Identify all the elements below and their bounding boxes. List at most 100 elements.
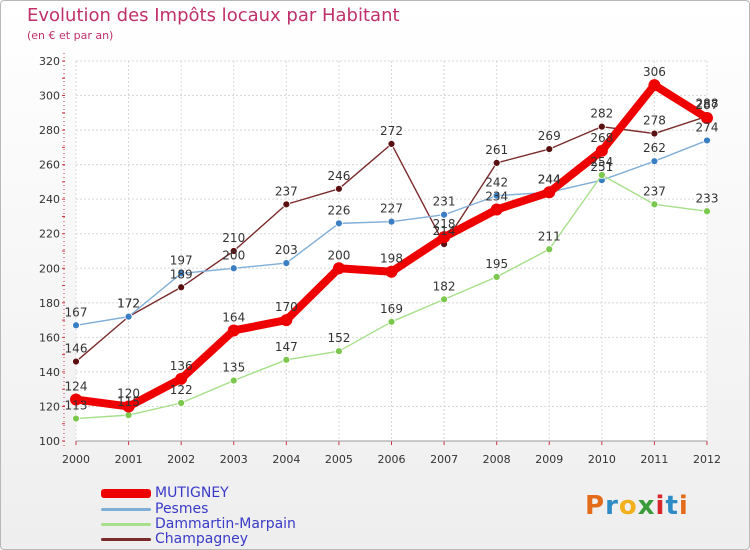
logo-letter: i — [678, 491, 689, 521]
legend-label-mutigney: MUTIGNEY — [155, 485, 229, 501]
x-tick-label: 2005 — [325, 453, 353, 466]
data-point-pesmes — [650, 157, 659, 166]
data-label-mutigney: 268 — [590, 131, 613, 145]
data-label-mutigney: 124 — [65, 380, 88, 394]
data-label-champagney: 272 — [380, 124, 403, 138]
data-label-champagney: 146 — [65, 342, 88, 356]
data-point-dammartin-marpain — [650, 200, 659, 209]
logo-letter: o — [618, 491, 638, 521]
x-tick-label: 2003 — [220, 453, 248, 466]
data-point-champagney — [229, 247, 238, 255]
logo-letter: t — [665, 491, 679, 521]
data-label-pesmes: 200 — [222, 248, 245, 262]
data-label-mutigney: 244 — [538, 172, 561, 186]
data-label-dammartin-marpain: 237 — [643, 184, 666, 198]
legend-item-champagney: Champagney — [101, 531, 248, 547]
data-point-pesmes — [440, 210, 448, 219]
data-point-mutigney — [438, 231, 451, 244]
data-point-dammartin-marpain — [597, 171, 606, 179]
y-tick-label: 100 — [39, 435, 60, 448]
data-label-mutigney: 170 — [275, 300, 298, 314]
data-label-dammartin-marpain: 211 — [538, 229, 561, 243]
data-point-champagney — [492, 159, 501, 167]
data-point-dammartin-marpain — [124, 411, 133, 419]
data-label-pesmes: 172 — [117, 297, 140, 311]
data-label-pesmes: 251 — [590, 160, 613, 174]
data-point-mutigney — [701, 112, 713, 124]
y-tick-label: 140 — [39, 366, 60, 379]
data-label-dammartin-marpain: 113 — [65, 399, 88, 413]
data-point-dammartin-marpain — [387, 317, 396, 326]
data-label-pesmes: 274 — [696, 120, 719, 134]
data-label-mutigney: 120 — [117, 386, 140, 400]
data-label-dammartin-marpain: 152 — [327, 331, 350, 345]
data-label-dammartin-marpain: 147 — [275, 340, 298, 354]
data-point-pesmes — [335, 219, 343, 228]
data-label-pesmes: 242 — [485, 176, 508, 190]
data-label-dammartin-marpain: 135 — [222, 361, 245, 375]
y-tick-label: 320 — [39, 55, 60, 68]
data-point-pesmes — [72, 321, 80, 330]
x-tick-label: 2007 — [430, 453, 458, 466]
data-point-mutigney — [227, 324, 240, 337]
data-point-mutigney — [543, 186, 556, 199]
chart-title: Evolution des Impôts locaux par Habitant — [27, 5, 400, 26]
data-label-dammartin-marpain: 233 — [696, 191, 719, 205]
data-label-champagney: 261 — [485, 143, 508, 157]
data-label-dammartin-marpain: 122 — [170, 383, 193, 397]
chart-subtitle: (en € et par an) — [27, 29, 114, 42]
legend-item-dammartin-marpain: Dammartin-Marpain — [101, 516, 296, 532]
data-point-champagney — [545, 145, 554, 153]
data-point-mutigney — [490, 203, 503, 216]
x-tick-label: 2004 — [272, 453, 300, 466]
data-label-champagney: 278 — [643, 114, 666, 128]
y-tick-label: 240 — [39, 193, 60, 206]
data-point-dammartin-marpain — [229, 376, 238, 385]
data-point-champagney — [597, 122, 606, 131]
legend-item-mutigney: MUTIGNEY — [101, 485, 229, 501]
legend-swatch-mutigney — [101, 488, 151, 498]
data-label-champagney: 288 — [696, 96, 719, 110]
data-label-pesmes: 262 — [643, 141, 666, 155]
y-tick-label: 200 — [39, 262, 60, 275]
data-label-champagney: 210 — [222, 231, 245, 245]
data-label-champagney: 282 — [590, 107, 613, 121]
data-label-mutigney: 136 — [170, 359, 193, 373]
y-tick-label: 300 — [39, 90, 60, 103]
x-tick-label: 2008 — [483, 453, 511, 466]
data-point-mutigney — [595, 144, 608, 157]
x-tick-label: 2012 — [693, 453, 721, 466]
data-label-pesmes: 231 — [433, 195, 456, 209]
data-point-dammartin-marpain — [335, 347, 343, 356]
data-point-dammartin-marpain — [440, 295, 448, 304]
data-point-mutigney — [122, 400, 135, 413]
data-label-pesmes: 227 — [380, 202, 403, 216]
data-point-dammartin-marpain — [703, 207, 711, 216]
logo-letter: r — [605, 491, 619, 521]
data-label-pesmes: 244 — [538, 172, 561, 186]
data-label-pesmes: 226 — [327, 203, 350, 217]
y-tick-label: 180 — [39, 297, 60, 310]
data-label-champagney: 237 — [275, 184, 298, 198]
data-point-dammartin-marpain — [545, 245, 554, 254]
data-point-champagney — [177, 283, 186, 292]
data-label-pesmes: 197 — [170, 253, 193, 267]
data-point-mutigney — [332, 262, 345, 275]
data-point-mutigney — [648, 79, 661, 92]
x-tick-label: 2011 — [640, 453, 668, 466]
logo-letter: P — [585, 491, 606, 521]
data-point-pesmes — [124, 312, 133, 321]
y-tick-label: 120 — [39, 400, 60, 413]
data-label-champagney: 172 — [117, 297, 140, 311]
y-tick-label: 160 — [39, 331, 60, 344]
legend-label-pesmes: Pesmes — [155, 501, 209, 517]
legend-label-dammartin-marpain: Dammartin-Marpain — [155, 516, 296, 532]
data-point-pesmes — [229, 264, 238, 273]
data-label-mutigney: 306 — [643, 65, 666, 79]
logo-letter: x — [637, 491, 656, 521]
data-label-dammartin-marpain: 195 — [485, 257, 508, 271]
data-label-champagney: 269 — [538, 129, 561, 143]
data-point-dammartin-marpain — [72, 414, 80, 423]
data-point-mutigney — [280, 314, 293, 327]
legend-swatch-dammartin-marpain — [101, 522, 151, 526]
